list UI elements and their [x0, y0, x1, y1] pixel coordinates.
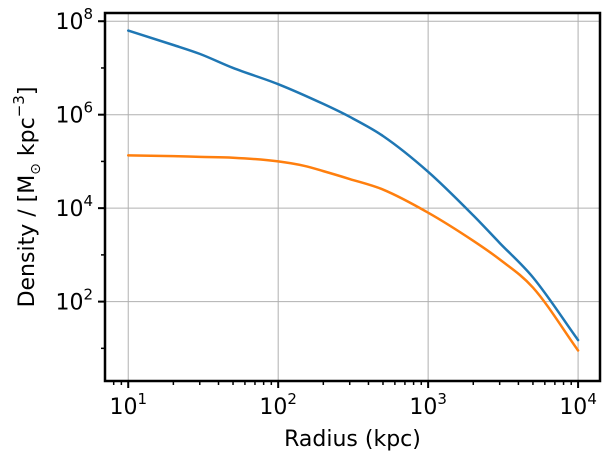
y-tick-label: 108	[55, 5, 93, 35]
y-axis-label-unit: kpc	[15, 117, 40, 163]
x-tick-label: 104	[559, 390, 597, 420]
plot-frame	[103, 11, 602, 383]
y-tick-label: 102	[55, 286, 93, 316]
y-axis-label-exponent: −3	[10, 95, 28, 117]
y-tick-label: 104	[55, 192, 93, 222]
x-tick-label-base: 10	[559, 395, 587, 420]
x-tick-label-exponent: 4	[587, 390, 597, 408]
series-line-2	[126, 154, 580, 352]
y-tick-label-exponent: 6	[83, 99, 93, 117]
x-tick-label: 101	[109, 390, 147, 420]
x-tick-label: 102	[259, 390, 297, 420]
y-tick-label-exponent: 4	[83, 192, 93, 210]
x-tick-label: 103	[409, 390, 447, 420]
y-axis-label-close: ]	[15, 87, 40, 96]
x-tick-label-exponent: 2	[287, 390, 297, 408]
y-tick-label-base: 10	[55, 197, 83, 222]
x-tick-label-base: 10	[409, 395, 437, 420]
y-tick-label-base: 10	[55, 291, 83, 316]
y-axis-label: Density / [M⊙ kpc−3]	[10, 87, 44, 308]
x-tick-label-base: 10	[259, 395, 287, 420]
x-tick-label-exponent: 3	[437, 390, 447, 408]
grid-lines	[105, 13, 600, 381]
y-axis-label-sun-symbol: ⊙	[28, 163, 44, 175]
data-series	[126, 29, 580, 352]
y-tick-label-base: 10	[55, 104, 83, 129]
x-tick-label-base: 10	[109, 395, 137, 420]
x-tick-label-exponent: 1	[137, 390, 147, 408]
y-tick-label-base: 10	[55, 10, 83, 35]
x-axis-label: Radius (kpc)	[284, 427, 421, 452]
series-line-1	[126, 29, 580, 342]
y-tick-label-exponent: 2	[83, 286, 93, 304]
y-axis-label-main: Density / [M	[15, 175, 40, 308]
y-tick-label-exponent: 8	[83, 5, 93, 23]
y-tick-label: 106	[55, 99, 93, 129]
